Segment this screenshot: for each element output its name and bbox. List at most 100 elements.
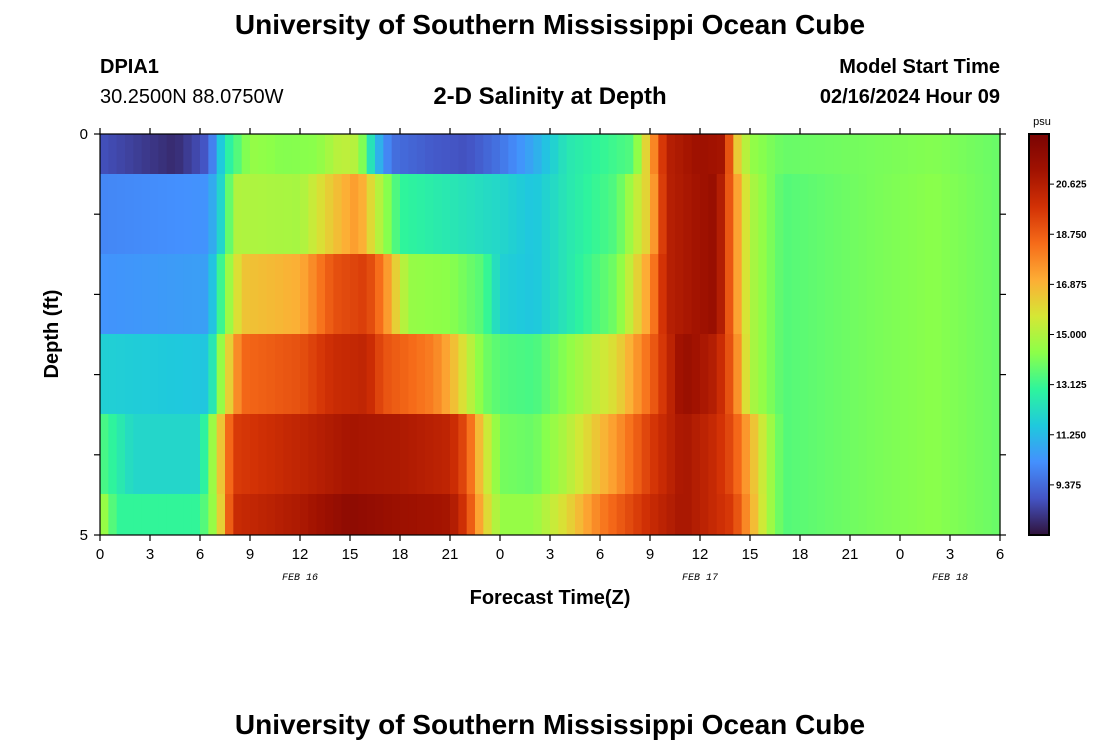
heatmap-cell [841,134,851,175]
heatmap-cell [450,254,459,335]
heatmap-cell [600,134,609,175]
heatmap-cell [325,494,334,536]
heatmap-cell [483,334,493,415]
heatmap-cell [300,494,309,536]
heatmap-cell [958,414,968,495]
heatmap-cell [391,174,401,255]
heatmap-cell [500,174,509,255]
heatmap-cell [233,134,243,175]
heatmap-cell [550,174,559,255]
heatmap-cell [458,174,468,255]
heatmap-cell [750,334,759,415]
heatmap-cell [641,254,651,335]
heatmap-cell [458,254,468,335]
heatmap-cell [675,334,684,415]
heatmap-cell [316,334,326,415]
heatmap-cell [833,494,843,536]
plot-title: 2-D Salinity at Depth [433,83,667,110]
heatmap-cell [200,414,209,495]
station-id: DPIA1 [100,56,159,78]
heatmap-cell [566,334,576,415]
heatmap-cell [750,494,759,536]
heatmap-cell [958,334,968,415]
heatmap-cell [550,134,559,175]
heatmap-cell [258,414,268,495]
heatmap-cell [333,174,343,255]
heatmap-cell [625,134,634,175]
heatmap-cell [966,174,976,255]
heatmap-cell [266,134,276,175]
colorbar-tick-label: 20.625 [1056,180,1087,191]
heatmap-cell [825,494,834,536]
heatmap-cell [600,414,609,495]
heatmap-cell [633,334,643,415]
x-tick-label: 9 [246,546,254,563]
heatmap-cell [900,174,909,255]
heatmap-cell [175,334,184,415]
colorbar: psu 9.375 11.250 13.125 15.000 16.875 18.750 2… [1028,116,1087,536]
heatmap-cell [300,254,309,335]
heatmap-cell [408,334,418,415]
heatmap-cell [383,334,393,415]
heatmap-cell [875,494,884,536]
heatmap-cell [275,174,284,255]
heatmap-cell [625,174,634,255]
heatmap-cell [875,174,884,255]
heatmap-cell [808,174,818,255]
heatmap-cell [366,134,376,175]
heatmap-cell [425,414,434,495]
heatmap-cell [375,494,384,536]
heatmap-cell [958,494,968,536]
heatmap-cell [691,414,701,495]
heatmap-cell [925,174,934,255]
heatmap-cell [533,174,543,255]
heatmap-cell [925,414,934,495]
heatmap-cell [516,254,526,335]
heatmap-cell [291,134,301,175]
heatmap-cell [733,494,743,536]
heatmap-cell [933,134,943,175]
heatmap-cell [916,254,926,335]
heatmap-cell [691,254,701,335]
heatmap-cell [233,414,243,495]
heatmap-cell [491,254,501,335]
x-tick-label: 12 [292,546,309,563]
heatmap-cell [241,254,251,335]
heatmap-cell [575,254,584,335]
heatmap-cell [825,334,834,415]
heatmap-cell [550,494,559,536]
x-tick-label: 18 [792,546,809,563]
heatmap-cell [191,254,201,335]
y-axis-title: Depth (ft) [41,290,63,379]
heatmap-cell [450,494,459,536]
heatmap-cell [400,254,409,335]
heatmap-cell [450,174,459,255]
heatmap-cell [875,254,884,335]
heatmap-cells [100,134,1001,536]
heatmap-cell [983,134,993,175]
heatmap-cell [566,414,576,495]
heatmap-cell [291,334,301,415]
y-tick-label: 5 [80,527,88,544]
heatmap-cell [408,254,418,335]
heatmap-cell [941,134,951,175]
heatmap-cell [358,414,368,495]
x-tick-label: 6 [196,546,204,563]
heatmap-cell [891,134,901,175]
heatmap-cell [741,494,751,536]
heatmap-cell [800,494,809,536]
heatmap-cell [150,134,159,175]
heatmap-cell [583,334,593,415]
heatmap-cell [666,134,676,175]
heatmap-cell [666,494,676,536]
heatmap-cell [441,334,451,415]
heatmap-cell [900,414,909,495]
heatmap-cell [758,414,768,495]
heatmap-cell [400,174,409,255]
heatmap-cell [975,334,984,415]
heatmap-cell [508,254,518,335]
heatmap-cell [116,494,126,536]
heatmap-cell [258,254,268,335]
heatmap-cell [425,334,434,415]
heatmap-cell [708,494,718,536]
